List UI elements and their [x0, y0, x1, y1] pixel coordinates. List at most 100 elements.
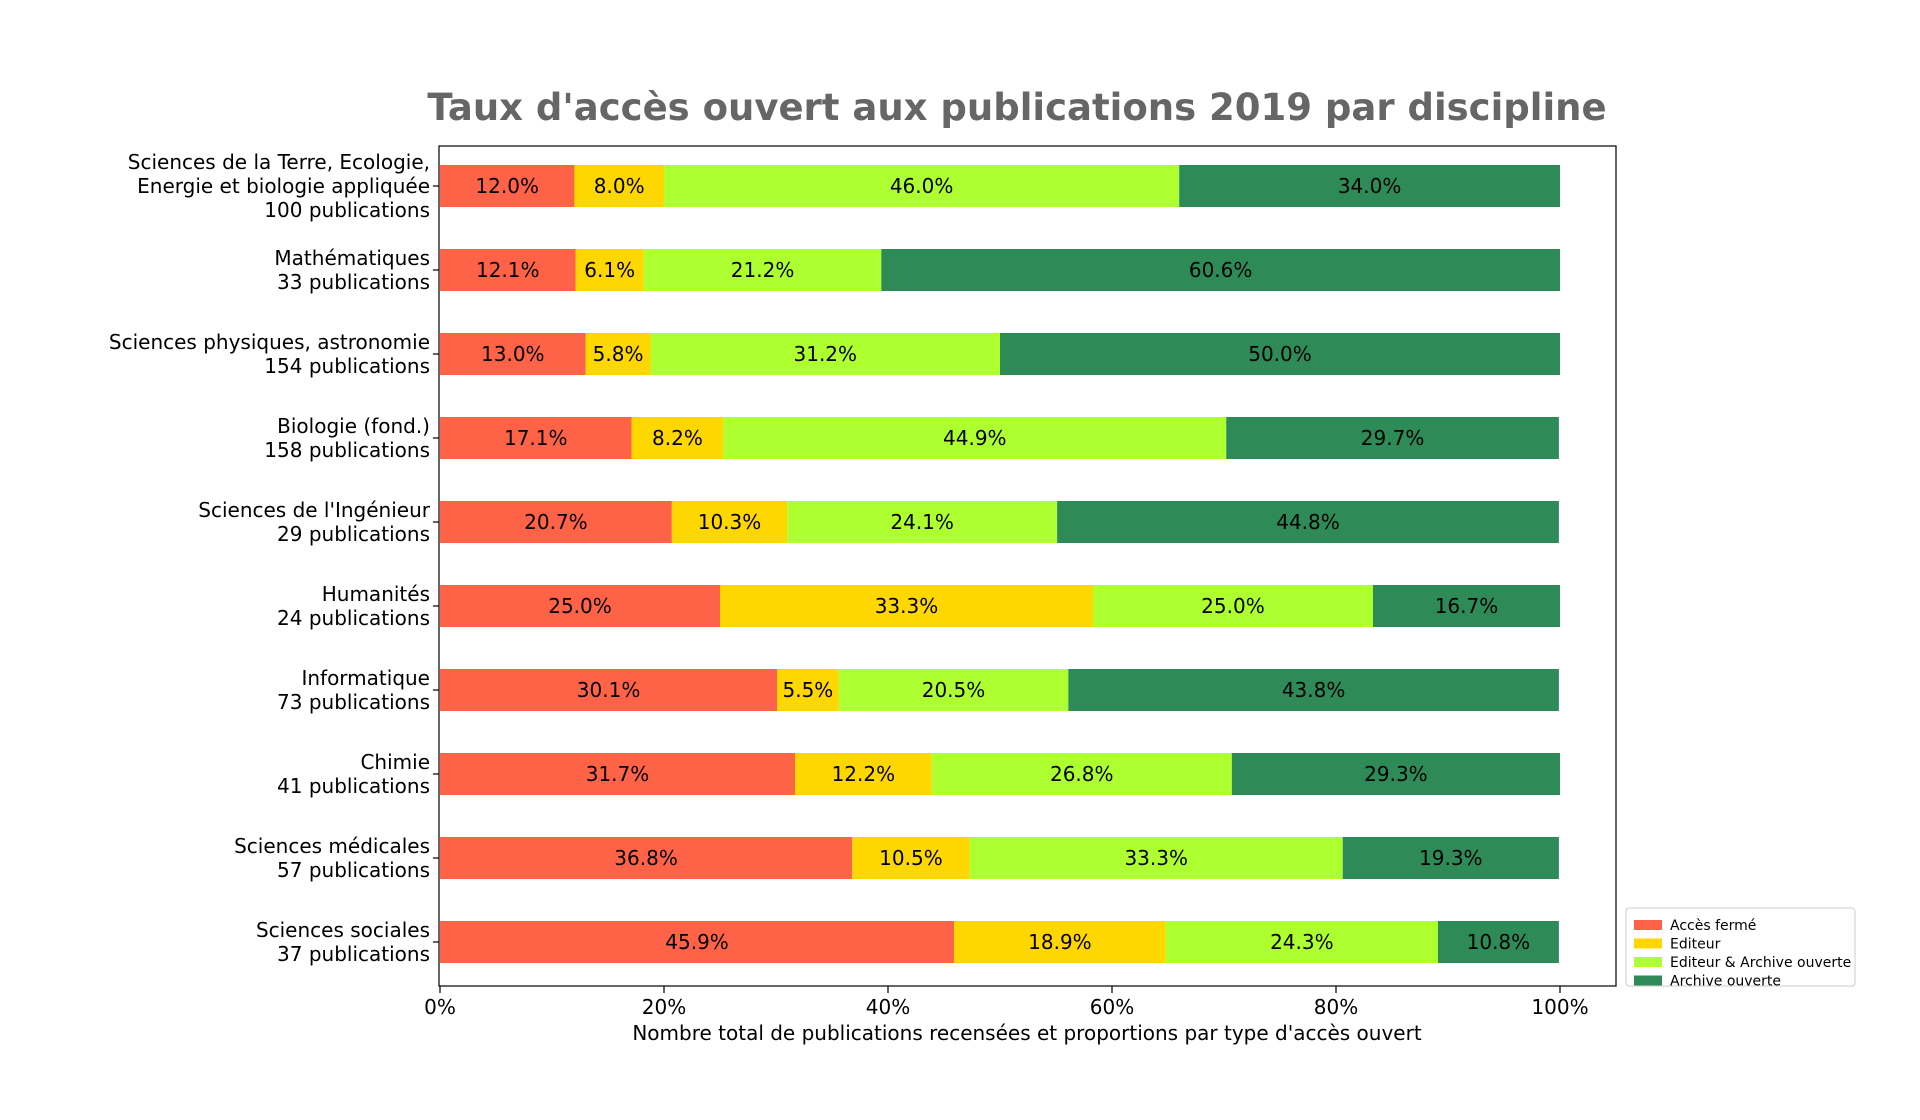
category-label: Chimie — [360, 750, 430, 774]
bar-segment — [1092, 585, 1373, 627]
legend: Accès fermé Editeur Editeur & Archive ouve… — [1625, 907, 1856, 990]
bar-segment — [1068, 669, 1559, 711]
category-labels-group: Sciences de la Terre, Ecologie,Energie e… — [109, 150, 439, 966]
bar-segment — [440, 417, 632, 459]
category-label: Sciences sociales — [256, 918, 430, 942]
category-count-label: 100 publications — [264, 198, 430, 222]
segment-value-label: 5.8% — [593, 342, 644, 366]
segment-value-label: 44.9% — [943, 426, 1007, 450]
bar-segment — [440, 333, 586, 375]
segment-value-label: 25.0% — [548, 594, 612, 618]
category-label: Informatique — [301, 666, 430, 690]
segment-value-label: 10.3% — [698, 510, 762, 534]
legend-swatch — [1634, 938, 1662, 949]
bar-segment — [440, 501, 672, 543]
chart-title: Taux d'accès ouvert aux publications 201… — [427, 86, 1606, 129]
segment-value-label: 8.2% — [652, 426, 703, 450]
bar-segment — [1437, 921, 1559, 963]
bar-segment — [440, 585, 720, 627]
segment-value-label: 20.7% — [524, 510, 588, 534]
bar-segment — [574, 165, 664, 207]
legend-swatch — [1634, 975, 1662, 986]
category-count-label: 41 publications — [277, 774, 430, 798]
bar-segment — [954, 921, 1166, 963]
segment-value-label: 26.8% — [1050, 762, 1114, 786]
segment-value-label: 50.0% — [1248, 342, 1312, 366]
bar-segment — [969, 837, 1343, 879]
segment-value-label: 29.3% — [1364, 762, 1428, 786]
segment-value-label: 12.1% — [476, 258, 540, 282]
legend-label: Editeur — [1670, 937, 1721, 953]
bars-group — [440, 165, 1560, 963]
category-label: Sciences médicales — [234, 834, 430, 858]
bar-segment — [795, 753, 932, 795]
legend-swatch — [1634, 957, 1662, 967]
segment-value-label: 24.3% — [1270, 930, 1334, 954]
segment-value-label: 21.2% — [731, 258, 795, 282]
bar-segment — [881, 249, 1560, 291]
bar-segment — [440, 921, 955, 963]
segment-value-label: 45.9% — [665, 930, 729, 954]
bar-segment — [1226, 417, 1559, 459]
bar-segment — [631, 417, 724, 459]
segment-value-label: 46.0% — [890, 174, 954, 198]
category-label: Biologie (fond.) — [277, 414, 430, 438]
legend-box — [1625, 907, 1856, 987]
segment-value-label: 29.7% — [1361, 426, 1425, 450]
bar-segment — [440, 249, 576, 291]
bar-segment — [440, 669, 778, 711]
legend-label: Editeur & Archive ouverte — [1670, 955, 1851, 971]
category-count-label: 158 publications — [264, 438, 430, 462]
category-label: Sciences de l'Ingénieur — [198, 498, 431, 522]
bar-segment — [1057, 501, 1559, 543]
bar-segment — [720, 585, 1093, 627]
segment-value-label: 20.5% — [922, 678, 986, 702]
category-label: Mathématiques — [274, 246, 430, 270]
x-axis: 0% 20% 40% 60% 80% 100% — [424, 986, 1589, 1019]
bar-segment — [440, 165, 575, 207]
category-label: Sciences de la Terre, Ecologie, — [128, 150, 430, 174]
plot-frame — [438, 145, 1617, 987]
bar-segment — [440, 753, 796, 795]
segment-value-label: 33.3% — [875, 594, 939, 618]
segment-value-label: 44.8% — [1276, 510, 1340, 534]
category-label-line2: Energie et biologie appliquée — [137, 174, 430, 198]
legend-label: Accès fermé — [1670, 918, 1756, 934]
segment-value-label: 31.2% — [794, 342, 858, 366]
bar-segment — [585, 333, 651, 375]
legend-label: Archive ouverte — [1670, 974, 1781, 990]
segment-value-label: 24.1% — [890, 510, 954, 534]
segment-value-label: 31.7% — [586, 762, 650, 786]
bar-segment — [643, 249, 882, 291]
bar-segment — [1372, 585, 1560, 627]
category-count-label: 73 publications — [277, 690, 430, 714]
bar-segment — [1231, 753, 1560, 795]
segment-value-label: 10.8% — [1467, 930, 1531, 954]
segment-value-label: 33.3% — [1124, 846, 1188, 870]
segment-value-label: 34.0% — [1338, 174, 1402, 198]
bar-segment — [664, 165, 1180, 207]
segment-value-label: 43.8% — [1282, 678, 1346, 702]
segment-value-label: 36.8% — [614, 846, 678, 870]
bar-segment — [671, 501, 788, 543]
bar-segment — [1165, 921, 1438, 963]
bar-segment — [1179, 165, 1560, 207]
segment-value-label: 17.1% — [504, 426, 568, 450]
bar-segment — [777, 669, 839, 711]
segment-value-label: 10.5% — [879, 846, 943, 870]
x-axis-label: Nombre total de publications recensées e… — [632, 1021, 1421, 1045]
bar-segment — [787, 501, 1058, 543]
segment-value-label: 8.0% — [594, 174, 645, 198]
x-tick-label: 20% — [642, 995, 686, 1019]
bar-segment — [931, 753, 1232, 795]
x-tick-label: 60% — [1090, 995, 1134, 1019]
category-label: Sciences physiques, astronomie — [109, 330, 430, 354]
legend-swatch — [1634, 920, 1662, 930]
category-count-label: 24 publications — [277, 606, 430, 630]
category-count-label: 29 publications — [277, 522, 430, 546]
segment-value-label: 16.7% — [1435, 594, 1499, 618]
bar-segment — [838, 669, 1069, 711]
bar-segment — [575, 249, 644, 291]
segment-value-label: 13.0% — [481, 342, 545, 366]
